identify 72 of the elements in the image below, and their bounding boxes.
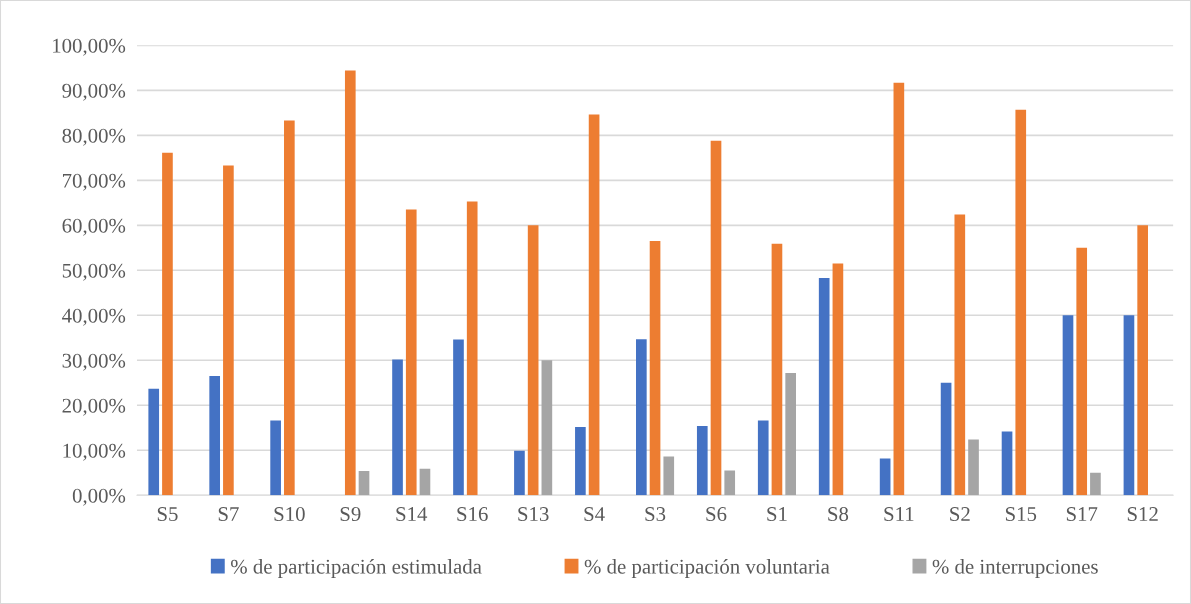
y-tick-label: 30,00% <box>62 353 126 371</box>
bar <box>1015 109 1027 496</box>
bar <box>1090 472 1101 496</box>
bar <box>358 470 370 496</box>
x-tick-label: S6 <box>706 507 727 522</box>
bar <box>1062 315 1074 496</box>
bar <box>453 339 464 496</box>
bar <box>893 82 905 496</box>
bar <box>223 165 234 496</box>
bar <box>649 241 661 496</box>
bar <box>541 360 553 496</box>
bar <box>575 426 586 496</box>
bar <box>419 468 431 496</box>
bar <box>209 376 221 496</box>
x-tick-label: S1 <box>767 507 787 522</box>
bar <box>1001 431 1013 496</box>
bar <box>785 372 796 496</box>
x-tick-label: S16 <box>457 507 488 522</box>
bar <box>392 359 403 496</box>
y-tick-label: 0,00% <box>72 488 126 506</box>
x-tick-label: S14 <box>396 507 428 522</box>
x-tick-label: S11 <box>884 507 914 522</box>
x-tick-label: S8 <box>828 506 849 522</box>
x-tick-label: S7 <box>218 507 239 522</box>
y-tick-label: 10,00% <box>63 443 126 461</box>
bar <box>968 439 979 496</box>
bar <box>757 420 769 496</box>
bar <box>148 388 160 496</box>
bar <box>818 277 830 496</box>
x-tick-label: S10 <box>274 506 305 522</box>
bar <box>344 70 356 496</box>
y-tick-label: 20,00% <box>62 398 126 416</box>
y-tick-label: 100,00% <box>53 38 126 56</box>
y-tick-label: 60,00% <box>62 218 126 236</box>
y-tick-label: 90,00% <box>62 83 126 101</box>
bar <box>1123 315 1135 496</box>
bar <box>879 458 891 496</box>
y-tick-label: 70,00% <box>63 173 126 191</box>
x-tick-label: S13 <box>518 507 549 522</box>
y-tick-label: 50,00% <box>62 263 126 281</box>
bar <box>1137 225 1148 496</box>
legend-label: % de interrupciones <box>932 559 1098 578</box>
bar <box>663 456 675 496</box>
x-tick-label: S12 <box>1127 507 1158 522</box>
legend-label: % de participación voluntaria <box>584 559 830 578</box>
legend-label: % de participación estimulada <box>231 559 482 578</box>
bar <box>940 382 952 496</box>
bar <box>724 470 736 496</box>
bar <box>1076 247 1088 496</box>
bar <box>527 225 539 496</box>
y-tick-label: 80,00% <box>62 128 126 146</box>
bar <box>270 420 281 496</box>
y-tick-label: 40,00% <box>62 308 126 326</box>
bar <box>636 339 647 496</box>
bar <box>954 214 966 496</box>
bar <box>710 140 722 496</box>
bar <box>162 152 173 496</box>
bar <box>832 263 844 496</box>
bar <box>588 114 600 496</box>
x-tick-label: S3 <box>645 507 666 522</box>
x-tick-label: S2 <box>950 507 970 522</box>
bar <box>514 450 525 496</box>
x-tick-label: S9 <box>340 507 361 522</box>
x-tick-label: S4 <box>584 507 605 522</box>
x-tick-label: S15 <box>1005 507 1037 522</box>
bar <box>696 425 708 496</box>
bar <box>284 120 295 496</box>
x-tick-label: S5 <box>157 507 178 522</box>
bar <box>466 201 478 496</box>
bar <box>405 209 417 496</box>
x-tick-label: S17 <box>1066 507 1098 522</box>
bar <box>771 243 783 496</box>
